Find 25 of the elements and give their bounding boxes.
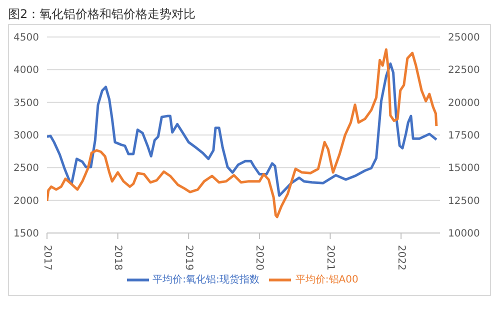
x-tick-label: 2017: [41, 245, 52, 270]
y-tick-label: 2500: [14, 163, 39, 174]
y2-tick-label: 10000: [448, 228, 480, 240]
y2-tick-label: 15000: [448, 163, 480, 174]
legend-label: 平均价:氧化铝:现货指数: [152, 274, 260, 286]
line-series: [47, 62, 438, 197]
x-tick-label: 2018: [112, 245, 124, 270]
x-tick-label: 2021: [324, 245, 336, 270]
y2-tick-label: 17500: [448, 130, 480, 142]
y2-tick-label: 12500: [448, 196, 480, 207]
y-tick-label: 4000: [14, 65, 39, 76]
chart-title: 图2：氧化铝价格和铝价格走势对比: [8, 6, 197, 23]
y-tick-label: 2000: [14, 196, 39, 207]
y-tick-label: 4500: [14, 32, 39, 44]
legend-label: 平均价:铝A00: [295, 274, 358, 286]
line-series: [47, 48, 438, 218]
x-tick-label: 2019: [182, 245, 194, 270]
x-tick-label: 2022: [395, 245, 406, 270]
y2-tick-label: 22500: [448, 65, 480, 76]
x-tick-label: 2020: [254, 245, 265, 270]
y2-tick-label: 20000: [448, 98, 480, 109]
y-tick-label: 3000: [14, 130, 39, 142]
y-tick-label: 1500: [14, 228, 39, 240]
y-tick-label: 3500: [14, 98, 39, 109]
y2-tick-label: 25000: [448, 32, 480, 44]
